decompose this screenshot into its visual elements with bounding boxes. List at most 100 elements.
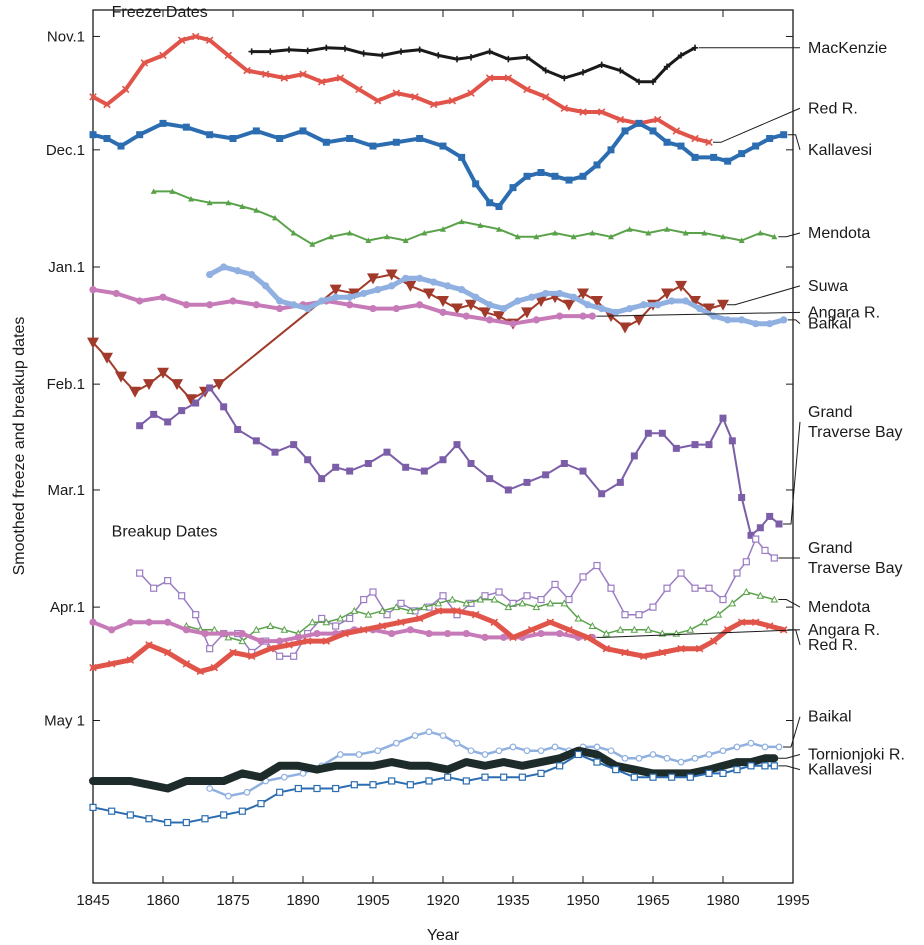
data-point <box>415 614 424 623</box>
data-point <box>500 633 508 641</box>
data-point <box>654 301 662 309</box>
label-leader-line <box>783 716 801 748</box>
data-point <box>770 554 778 562</box>
data-point <box>107 660 116 668</box>
data-point <box>416 46 423 53</box>
series-label-breakup-tornionjoki-r: Tornionjoki R. <box>808 747 905 764</box>
data-point <box>717 299 729 311</box>
data-point <box>766 320 774 328</box>
data-point <box>546 618 555 626</box>
data-point <box>89 777 97 785</box>
data-point <box>458 153 466 161</box>
data-point <box>761 546 769 555</box>
data-point <box>682 229 689 236</box>
data-point <box>476 595 485 603</box>
data-point <box>103 134 111 142</box>
data-point <box>267 48 274 55</box>
data-point <box>220 403 228 411</box>
x-axis-ticks: 1845 1860 1875 1890 1905 1920 1935 1950 1965 1980… <box>76 10 810 909</box>
data-point <box>649 127 657 135</box>
data-point <box>229 648 237 657</box>
data-point <box>224 633 233 641</box>
data-point <box>523 747 531 755</box>
data-point <box>542 67 549 74</box>
data-point <box>570 233 577 240</box>
data-point <box>537 769 545 778</box>
data-point <box>290 301 298 309</box>
data-point <box>490 595 499 603</box>
data-point <box>420 603 429 611</box>
data-point <box>425 629 433 638</box>
data-point <box>621 648 629 657</box>
data-point <box>565 176 573 184</box>
data-point <box>733 569 741 577</box>
data-point <box>322 138 330 146</box>
data-point <box>467 747 475 755</box>
data-point <box>136 569 144 577</box>
data-point <box>329 284 342 296</box>
data-point <box>192 399 200 407</box>
data-point <box>560 104 569 113</box>
data-point <box>528 293 536 301</box>
data-point <box>593 758 601 766</box>
data-point <box>472 293 480 301</box>
series-freeze-grand-traverse-bay <box>136 384 783 539</box>
data-point <box>280 74 289 82</box>
series-label-freeze-baikal: Baikal <box>808 316 852 333</box>
data-point <box>453 739 461 747</box>
data-point <box>653 115 662 124</box>
data-point <box>645 229 652 236</box>
data-point <box>439 142 447 150</box>
data-point <box>504 603 513 611</box>
data-point <box>290 229 297 236</box>
data-point <box>89 618 97 626</box>
data-point <box>514 233 521 240</box>
data-point <box>453 607 461 615</box>
data-point <box>239 203 246 210</box>
data-point <box>500 773 508 781</box>
y-axis-label: Smoothed freeze and breakup dates <box>11 317 28 576</box>
data-point <box>266 621 275 630</box>
data-point <box>616 625 625 633</box>
series-breakup-kallavesi <box>89 750 778 827</box>
data-point <box>542 471 550 479</box>
data-point <box>728 437 736 445</box>
data-point <box>630 625 639 633</box>
data-point <box>276 637 284 645</box>
y-tick-label: Feb.1 <box>47 376 85 393</box>
series-label-breakup-kallavesi: Kallavesi <box>808 762 872 779</box>
data-point <box>523 592 531 600</box>
data-point <box>709 637 718 645</box>
data-point <box>663 63 671 70</box>
data-point <box>471 610 480 619</box>
label-leader-line <box>713 107 801 143</box>
x-tick-label: 1935 <box>496 892 529 909</box>
data-point <box>551 743 559 751</box>
data-point <box>579 573 587 581</box>
x-tick-label: 1980 <box>706 892 739 909</box>
label-leader-line <box>783 421 801 525</box>
data-point <box>224 792 232 800</box>
data-point <box>577 288 589 300</box>
data-point <box>481 751 489 758</box>
data-point <box>682 297 690 305</box>
data-point <box>556 312 564 320</box>
data-point <box>276 304 284 313</box>
label-leader-line <box>778 232 801 238</box>
label-leader-line <box>787 629 801 646</box>
data-point <box>350 781 358 789</box>
series-label-freeze-red-r: Red R. <box>808 100 858 117</box>
data-point <box>689 296 701 307</box>
x-tick-label: 1890 <box>286 892 319 909</box>
series-label-freeze-mackenzie: MacKenzie <box>808 40 887 57</box>
data-point <box>205 36 214 44</box>
data-point <box>486 316 494 324</box>
series-freeze-red-r <box>89 32 713 147</box>
data-point <box>318 475 326 483</box>
data-point <box>663 584 671 592</box>
data-point <box>108 777 116 785</box>
data-point <box>481 633 489 641</box>
data-point <box>225 199 232 206</box>
data-point <box>129 386 141 398</box>
data-point <box>770 754 778 762</box>
